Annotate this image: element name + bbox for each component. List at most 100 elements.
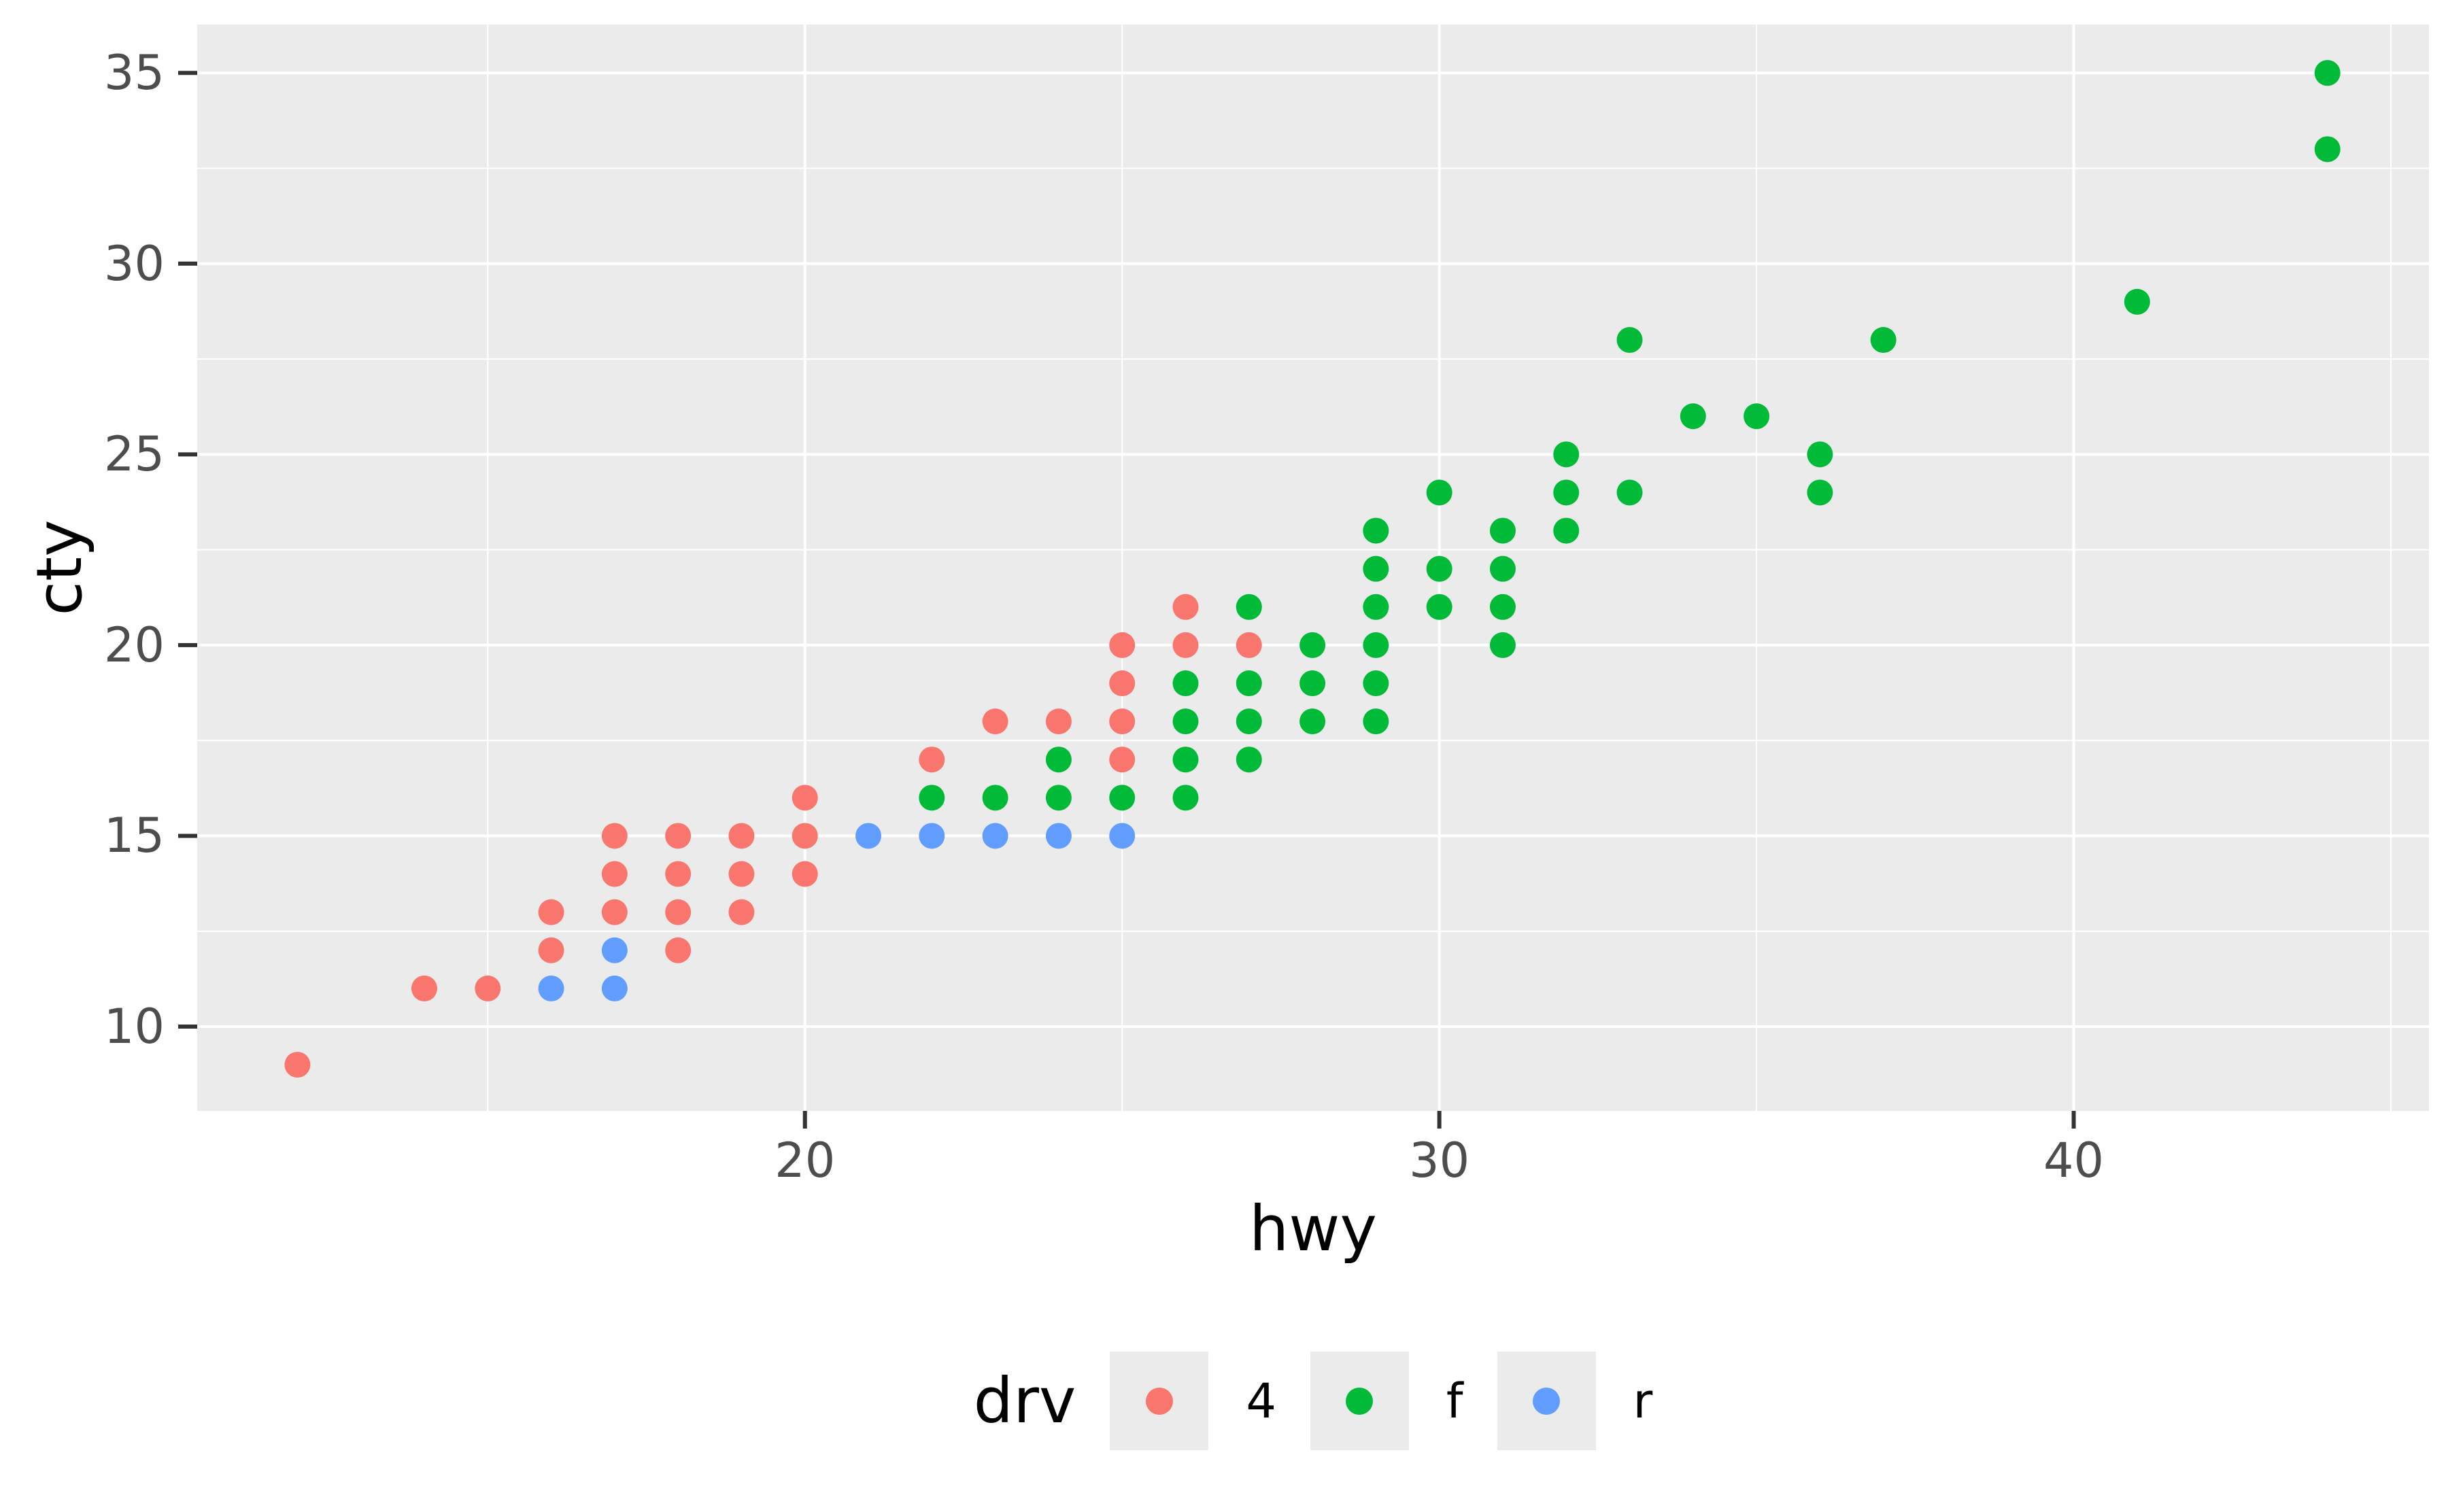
- point-drv-4-hwy18-cty14: [665, 861, 692, 887]
- x-tick-label-20: 20: [775, 1133, 836, 1188]
- point-drv-4-hwy23-cty18: [982, 708, 1008, 735]
- point-drv-f-hwy25-cty16: [1109, 785, 1136, 811]
- point-drv-4-hwy16-cty13: [538, 899, 564, 925]
- point-drv-4-hwy12-cty9: [284, 1052, 311, 1078]
- point-drv-4-hwy18-cty15: [665, 823, 692, 849]
- point-drv-f-hwy28-cty20: [1299, 632, 1326, 658]
- point-drv-f-hwy31-cty22: [1489, 555, 1516, 582]
- legend-key-dot-4: [1145, 1387, 1173, 1415]
- point-drv-4-hwy22-cty17: [919, 746, 945, 773]
- plot-panel: [197, 24, 2429, 1111]
- y-tick-label-30: 30: [103, 235, 165, 292]
- point-drv-f-hwy29-cty21: [1363, 594, 1389, 620]
- y-tick-label-10: 10: [103, 998, 165, 1054]
- point-drv-4-hwy24-cty18: [1045, 708, 1072, 735]
- legend-label-4: 4: [1246, 1373, 1276, 1429]
- point-drv-f-hwy29-cty23: [1363, 517, 1389, 544]
- x-tick-label-30: 30: [1409, 1133, 1470, 1188]
- point-drv-f-hwy29-cty18: [1363, 708, 1389, 735]
- legend-title: drv: [973, 1364, 1076, 1437]
- point-drv-r-hwy25-cty15: [1109, 823, 1136, 849]
- point-drv-f-hwy36-cty25: [1807, 441, 1833, 468]
- point-drv-f-hwy27-cty17: [1236, 746, 1262, 773]
- point-drv-f-hwy29-cty20: [1363, 632, 1389, 658]
- point-drv-4-hwy16-cty12: [538, 937, 564, 963]
- legend-entry-4: 4: [1110, 1352, 1276, 1450]
- point-drv-f-hwy27-cty19: [1236, 670, 1262, 697]
- point-drv-r-hwy22-cty15: [919, 823, 945, 849]
- point-drv-f-hwy44-cty35: [2314, 60, 2341, 86]
- point-drv-f-hwy31-cty23: [1489, 517, 1516, 544]
- point-drv-f-hwy32-cty25: [1553, 441, 1580, 468]
- point-drv-r-hwy21-cty15: [855, 823, 882, 849]
- point-drv-r-hwy24-cty15: [1045, 823, 1072, 849]
- point-drv-4-hwy14-cty11: [411, 975, 437, 1001]
- point-drv-f-hwy33-cty24: [1616, 479, 1643, 506]
- point-drv-f-hwy29-cty19: [1363, 670, 1389, 697]
- point-drv-f-hwy31-cty21: [1489, 594, 1516, 620]
- legend-label-f: f: [1446, 1373, 1463, 1429]
- point-drv-f-hwy24-cty16: [1045, 785, 1072, 811]
- point-drv-f-hwy23-cty16: [982, 785, 1008, 811]
- legend: drv 4 f r: [197, 1352, 2429, 1450]
- legend-key-r: [1497, 1352, 1596, 1450]
- legend-key-f: [1310, 1352, 1409, 1450]
- point-drv-f-hwy27-cty21: [1236, 594, 1262, 620]
- point-drv-f-hwy26-cty18: [1172, 708, 1199, 735]
- point-drv-f-hwy32-cty23: [1553, 517, 1580, 544]
- point-drv-4-hwy20-cty14: [792, 861, 818, 887]
- point-drv-4-hwy17-cty15: [601, 823, 628, 849]
- point-drv-4-hwy19-cty14: [728, 861, 755, 887]
- x-tick-label-40: 40: [2043, 1133, 2105, 1188]
- point-drv-f-hwy32-cty24: [1553, 479, 1580, 506]
- point-drv-f-hwy22-cty16: [919, 785, 945, 811]
- point-drv-4-hwy25-cty20: [1109, 632, 1136, 658]
- legend-entry-r: r: [1497, 1352, 1652, 1450]
- point-drv-4-hwy26-cty21: [1172, 594, 1199, 620]
- point-drv-f-hwy31-cty20: [1489, 632, 1516, 658]
- point-drv-4-hwy20-cty16: [792, 785, 818, 811]
- point-drv-4-hwy25-cty17: [1109, 746, 1136, 773]
- point-drv-f-hwy36-cty24: [1807, 479, 1833, 506]
- point-drv-f-hwy34-cty26: [1680, 403, 1706, 430]
- point-drv-r-hwy16-cty11: [538, 975, 564, 1001]
- point-drv-4-hwy18-cty13: [665, 899, 692, 925]
- point-drv-f-hwy24-cty17: [1045, 746, 1072, 773]
- point-drv-f-hwy28-cty18: [1299, 708, 1326, 735]
- point-drv-4-hwy20-cty15: [792, 823, 818, 849]
- legend-key-dot-f: [1346, 1387, 1374, 1415]
- point-drv-4-hwy17-cty14: [601, 861, 628, 887]
- point-drv-4-hwy25-cty18: [1109, 708, 1136, 735]
- point-drv-f-hwy37-cty28: [1870, 327, 1897, 354]
- point-drv-r-hwy23-cty15: [982, 823, 1008, 849]
- point-drv-4-hwy15-cty11: [475, 975, 501, 1001]
- y-tick-label-25: 25: [103, 426, 165, 483]
- point-drv-f-hwy29-cty22: [1363, 555, 1389, 582]
- point-drv-f-hwy44-cty33: [2314, 136, 2341, 162]
- point-drv-f-hwy27-cty18: [1236, 708, 1262, 735]
- point-drv-4-hwy19-cty15: [728, 823, 755, 849]
- point-drv-r-hwy17-cty11: [601, 975, 628, 1001]
- legend-key-dot-r: [1533, 1387, 1561, 1415]
- point-drv-f-hwy30-cty21: [1426, 594, 1452, 620]
- point-drv-4-hwy19-cty13: [728, 899, 755, 925]
- point-drv-f-hwy26-cty16: [1172, 785, 1199, 811]
- point-drv-f-hwy41-cty29: [2124, 288, 2150, 315]
- y-axis-title: cty: [23, 519, 96, 616]
- x-axis-title: hwy: [1249, 1192, 1377, 1265]
- point-drv-f-hwy35-cty26: [1744, 403, 1770, 430]
- point-drv-f-hwy26-cty17: [1172, 746, 1199, 773]
- point-drv-4-hwy27-cty20: [1236, 632, 1262, 658]
- point-drv-r-hwy17-cty12: [601, 937, 628, 963]
- point-drv-4-hwy25-cty19: [1109, 670, 1136, 697]
- y-tick-label-15: 15: [103, 808, 165, 864]
- point-drv-f-hwy33-cty28: [1616, 327, 1643, 354]
- legend-key-4: [1110, 1352, 1209, 1450]
- point-drv-f-hwy28-cty19: [1299, 670, 1326, 697]
- point-drv-f-hwy30-cty22: [1426, 555, 1452, 582]
- point-drv-4-hwy18-cty12: [665, 937, 692, 963]
- y-tick-label-20: 20: [103, 617, 165, 673]
- point-drv-4-hwy17-cty13: [601, 899, 628, 925]
